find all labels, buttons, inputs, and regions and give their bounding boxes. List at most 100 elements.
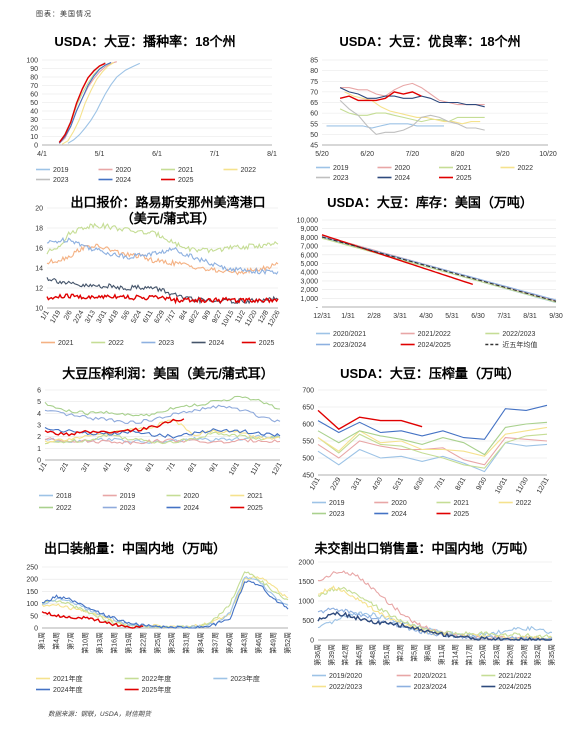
series-line-2022/2023 — [321, 237, 557, 303]
legend-label: 2019 — [120, 493, 136, 500]
legend-label: 2019 — [329, 500, 345, 507]
y-tick-label: 50 — [30, 613, 38, 620]
x-tick-label: 8/31 — [523, 313, 537, 320]
y-tick-label: 600 — [302, 422, 314, 429]
x-tick-label: 8/31 — [455, 476, 468, 491]
series-line-2025 — [46, 293, 279, 305]
legend-label: 2022 — [108, 340, 124, 347]
x-tick-label: 10/1 — [228, 461, 241, 476]
series-line-2024 — [46, 277, 279, 305]
x-tick-label: 9/1 — [209, 461, 220, 473]
legend-label: 2019 — [53, 167, 69, 174]
x-tick-label: 11/1 — [250, 461, 263, 476]
legend-label: 2022 — [518, 165, 534, 172]
legend-label: 2020 — [116, 167, 132, 174]
y-tick-label: 60 — [30, 92, 38, 99]
y-tick-label: 1500 — [298, 579, 314, 586]
legend-label: 2020 — [391, 500, 407, 507]
legend-label: 2024/2025 — [498, 684, 531, 691]
data-source-note: 数据来源：钢联，USDA，财信期货 — [48, 710, 151, 718]
series-line-2020 — [340, 82, 485, 106]
series-line-2024/2025 — [317, 610, 553, 641]
x-tick-label: 9/9 — [202, 309, 213, 321]
series-line-2025 — [317, 409, 423, 430]
legend-label: 2020/2021 — [414, 673, 447, 680]
x-tick-label: 5/24 — [130, 309, 143, 324]
series-line-2019 — [326, 123, 444, 129]
x-tick-label: 1/1 — [40, 309, 51, 321]
x-tick-label: 2/29 — [330, 476, 343, 491]
y-tick-label: 0 — [34, 143, 38, 150]
series-line-2021年度 — [41, 575, 289, 629]
x-tick-label: 第45周 — [354, 644, 363, 666]
x-tick-label: 5/31 — [392, 476, 405, 491]
x-tick-label: 3/31 — [96, 309, 109, 324]
y-tick-label: 40 — [30, 109, 38, 116]
legend-label: 2021 — [454, 500, 470, 507]
series-line-2023 — [317, 421, 548, 456]
legend-label: 2023 — [329, 511, 345, 518]
series-line-2021 — [46, 243, 279, 276]
series-line-2024/2025 — [321, 234, 474, 286]
legend-label: 2020 — [395, 165, 411, 172]
x-tick-label: 10/20 — [539, 151, 557, 158]
legend-label: 2023 — [158, 340, 174, 347]
x-tick-label: 7/31 — [434, 476, 447, 491]
x-tick-label: 第19周 — [124, 632, 133, 654]
y-tick-label: 100 — [26, 601, 38, 608]
series-line-2022/2023 — [317, 585, 553, 641]
series-line-2021 — [339, 108, 485, 123]
series-line-2022 — [344, 91, 481, 125]
x-tick-label: 12/26 — [267, 309, 282, 328]
chart-outstanding_sales: 未交割出口销售量：中国内地（万吨） 0 500 1000 1500 2000 第36周 第39… — [298, 541, 556, 691]
y-tick-label: 12 — [35, 286, 43, 293]
legend-label: 2022 — [241, 167, 257, 174]
x-tick-label: 6/29 — [153, 309, 166, 324]
series-line-2025年度 — [41, 611, 144, 629]
legend-label: 2023 — [120, 505, 136, 512]
legend-label: 2025 — [178, 177, 194, 184]
legend-label: 2025年度 — [142, 685, 172, 694]
chart-subtitle: （美元/蒲式耳） — [121, 211, 216, 226]
x-tick-label: 第29周 — [519, 644, 528, 666]
y-tick-label: 90 — [30, 66, 38, 73]
x-tick-label: 第16周 — [109, 632, 118, 654]
x-tick-label: 第7周 — [66, 632, 75, 650]
legend-label: 2025 — [259, 340, 275, 347]
x-tick-label: 8/4 — [178, 309, 189, 321]
legend-label: 2018 — [56, 493, 72, 500]
series-line-2022 — [61, 62, 115, 145]
x-tick-label: 6/1 — [145, 461, 156, 473]
x-tick-label: 第4周 — [51, 632, 60, 650]
x-tick-label: 第46周 — [254, 632, 263, 654]
y-tick-label: 500 — [302, 456, 314, 463]
legend-label: 2019/2020 — [329, 673, 362, 680]
legend-label: 2024 — [184, 505, 200, 512]
x-tick-label: 第37周 — [211, 632, 220, 654]
x-tick-label: 第48周 — [368, 644, 377, 666]
legend-label: 2022/2023 — [502, 331, 535, 338]
chart-title: USDA：大豆：压榨量（万吨） — [340, 366, 520, 381]
x-tick-label: 1/1 — [38, 461, 49, 473]
y-tick-label: 100 — [26, 58, 38, 65]
y-tick-label: 8,000 — [300, 235, 318, 242]
y-tick-label: 20 — [30, 126, 38, 133]
x-tick-label: 9/30 — [549, 313, 563, 320]
legend-label: 2023 — [333, 175, 349, 182]
x-tick-label: 5/20 — [315, 151, 329, 158]
x-tick-label: 4/30 — [371, 476, 384, 491]
legend-label: 2019 — [333, 165, 349, 172]
x-tick-label: 10/15 — [221, 309, 236, 328]
y-tick-label: 1,000 — [300, 296, 318, 303]
legend-label: 2023/2024 — [333, 342, 366, 349]
y-tick-label: 60 — [310, 111, 318, 118]
x-tick-label: 4/1 — [102, 461, 113, 473]
y-tick-label: 0 — [310, 638, 314, 645]
x-tick-label: 6/1 — [152, 151, 162, 158]
y-tick-label: 7,000 — [300, 244, 318, 251]
y-tick-label: 550 — [302, 439, 314, 446]
series-line-2019 — [317, 442, 548, 473]
x-tick-label: 7/31 — [497, 313, 511, 320]
